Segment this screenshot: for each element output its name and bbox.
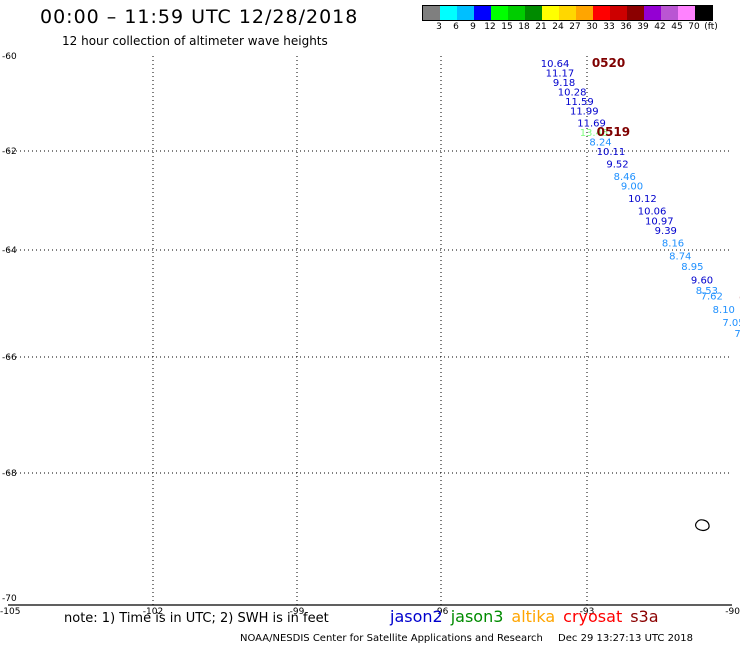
pass-labels: 0520051905 (592, 56, 740, 305)
pass-number-label: 0519 (597, 125, 630, 139)
wave-height-value: 13.45 (580, 128, 609, 139)
color-swatch-0 (423, 6, 440, 20)
wave-height-value: 8.46 (614, 172, 636, 183)
color-swatch-2 (457, 6, 474, 20)
footer-credit: NOAA/NESDIS Center for Satellite Applica… (240, 633, 543, 644)
color-swatch-9 (576, 6, 593, 20)
map-subtitle: 12 hour collection of altimeter wave hei… (62, 34, 328, 48)
latitude-label: -70 (2, 594, 17, 604)
longitude-label: -102 (143, 607, 163, 617)
color-swatch-8 (559, 6, 576, 20)
antarctic-island-outline (695, 519, 710, 531)
wave-height-value: 8.24 (589, 138, 611, 149)
color-scale-label: 33 (603, 22, 615, 32)
wave-height-value: 9.18 (553, 78, 575, 89)
footer: NOAA/NESDIS Center for Satellite Applica… (240, 633, 705, 644)
latitude-label: -64 (2, 246, 17, 256)
color-scale-bar (422, 5, 713, 21)
color-scale-label: 70 (688, 22, 700, 32)
color-scale-label: 9 (470, 22, 476, 32)
longitude-labels: -105 -102 -99 -96 -93 -90 (0, 607, 740, 617)
note-text: note: 1) Time is in UTC; 2) SWH is in fe… (64, 611, 329, 626)
color-swatch-16 (695, 6, 712, 20)
wave-height-value: 8.16 (662, 239, 684, 250)
longitude-label: -99 (290, 607, 305, 617)
longitude-label: -105 (0, 607, 20, 617)
color-swatch-6 (525, 6, 542, 20)
wave-height-value: 8.53 (696, 286, 718, 297)
longitude-label: -93 (580, 607, 595, 617)
footer-timestamp: Dec 29 13:27:13 UTC 2018 (558, 633, 694, 644)
latitude-labels: -60 -62 -64 -66 -68 -70 (2, 52, 17, 604)
wave-height-value: 11.59 (565, 97, 594, 108)
longitude-label: -90 (725, 607, 740, 617)
legend-cryosat: cryosat (563, 607, 623, 626)
wave-height-value: 8.74 (669, 251, 691, 262)
pass-number-label: 0520 (592, 56, 625, 70)
color-scale-label: 45 (671, 22, 683, 32)
wave-height-value: 10.28 (558, 88, 587, 99)
wave-height-value: 10.11 (597, 147, 626, 158)
latitude-label: -68 (2, 469, 17, 479)
wave-height-value: 7.05 (722, 318, 740, 329)
color-swatch-14 (661, 6, 678, 20)
color-swatch-3 (474, 6, 491, 20)
wave-height-value: 9.52 (606, 159, 628, 170)
color-scale-label: 42 (654, 22, 666, 32)
wave-height-value: 11.17 (546, 69, 575, 80)
wave-height-value: 10.12 (628, 194, 657, 205)
color-scale-label: 30 (586, 22, 598, 32)
wave-height-value: 11.99 (570, 107, 599, 118)
legend-altika: altika (511, 607, 556, 626)
color-scale-label: 12 (484, 22, 496, 32)
color-swatch-4 (491, 6, 508, 20)
wave-height-value: 9.00 (621, 182, 643, 193)
color-scale-label: (ft) (704, 22, 718, 32)
color-scale-label: 39 (637, 22, 649, 32)
latitude-label: -60 (2, 52, 17, 62)
wave-height-value: 10.64 (541, 59, 570, 70)
graticule (8, 56, 732, 606)
wave-height-value: 8.95 (681, 262, 703, 273)
color-scale-label: 18 (518, 22, 530, 32)
color-swatch-12 (627, 6, 644, 20)
wave-height-value: 7.62 (701, 291, 723, 302)
color-scale-label: 21 (535, 22, 547, 32)
color-swatch-10 (593, 6, 610, 20)
wave-height-value: 7.6 (734, 329, 740, 340)
latitude-label: -66 (2, 353, 17, 363)
color-scale-label: 24 (552, 22, 564, 32)
color-scale-label: 6 (453, 22, 459, 32)
wave-height-value: 10.97 (645, 216, 674, 227)
color-swatch-5 (508, 6, 525, 20)
color-scale-label: 27 (569, 22, 581, 32)
satellite-legend: jason2 jason3 altika cryosat s3a (390, 607, 667, 626)
map-title: 00:00 – 11:59 UTC 12/28/2018 (40, 6, 359, 28)
wave-height-values: 10.6411.179.1810.2811.5911.9911.6913.458… (541, 59, 740, 340)
color-swatch-7 (542, 6, 559, 20)
color-scale-label: 3 (436, 22, 442, 32)
color-scale-label: 15 (501, 22, 513, 32)
legend-jason3: jason3 (450, 607, 504, 626)
color-scale-label: 36 (620, 22, 632, 32)
color-swatch-15 (678, 6, 695, 20)
color-swatch-11 (610, 6, 627, 20)
legend-s3a: s3a (630, 607, 659, 626)
color-swatch-13 (644, 6, 661, 20)
wave-height-value: 11.69 (577, 119, 606, 130)
wave-height-value: 9.60 (691, 275, 713, 286)
latitude-label: -62 (2, 147, 17, 157)
color-swatch-1 (440, 6, 457, 20)
wave-height-value: 9.39 (655, 226, 677, 237)
legend-jason2: jason2 (390, 607, 443, 626)
wave-height-value: 10.06 (638, 206, 667, 217)
longitude-label: -96 (434, 607, 449, 617)
wave-height-value: 8.10 (713, 305, 735, 316)
